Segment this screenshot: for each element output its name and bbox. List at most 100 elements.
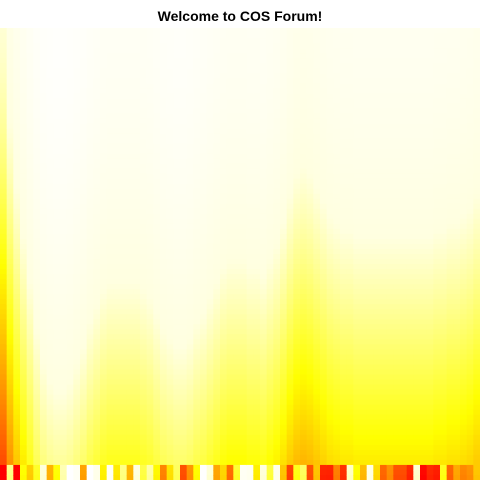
heatmap-cell — [340, 208, 348, 215]
heatmap-cell — [320, 259, 328, 265]
heatmap-cell — [313, 98, 321, 104]
heatmap-cell — [93, 193, 101, 200]
heatmap-cell — [93, 419, 101, 426]
heatmap-cell — [226, 73, 234, 79]
heatmap-cell — [146, 228, 154, 235]
heatmap-cell — [260, 369, 268, 376]
heatmap-cell — [0, 349, 8, 356]
heatmap-cell — [146, 274, 154, 280]
heatmap-cell — [280, 113, 288, 119]
heatmap-cell — [326, 93, 334, 99]
heatmap-cell — [180, 259, 188, 265]
heatmap-cell — [153, 359, 161, 366]
heatmap-cell — [173, 193, 181, 200]
heatmap-cell — [213, 188, 221, 195]
heatmap-cell — [200, 48, 208, 54]
heatmap-cell — [66, 218, 74, 225]
heatmap-cell — [160, 133, 168, 140]
heatmap-cell — [340, 178, 348, 185]
heatmap-cell — [73, 384, 81, 391]
heatmap-cell — [126, 384, 134, 391]
heatmap-cell — [286, 153, 294, 160]
heatmap-cell — [93, 439, 101, 446]
heatmap-cell — [126, 88, 134, 94]
heatmap-cell — [326, 213, 334, 220]
heatmap-cell — [60, 254, 68, 260]
heatmap-cell — [220, 38, 228, 44]
heatmap-cell — [226, 364, 234, 371]
heatmap-cell — [160, 73, 168, 79]
heatmap-cell — [366, 133, 374, 140]
heatmap-cell — [333, 459, 341, 466]
heatmap-cell — [33, 198, 41, 205]
heatmap-cell — [66, 429, 74, 436]
heatmap-cell — [126, 464, 134, 471]
heatmap-cell — [220, 289, 228, 295]
heatmap-cell — [266, 193, 274, 200]
heatmap-cell — [140, 254, 148, 260]
heatmap-cell — [46, 118, 54, 125]
heatmap-cell — [366, 213, 374, 220]
heatmap-cell — [360, 444, 368, 451]
heatmap-cell — [240, 213, 248, 220]
heatmap-cell — [340, 28, 348, 34]
heatmap-cell — [300, 188, 308, 195]
heatmap-cell — [353, 68, 361, 74]
heatmap-cell — [166, 33, 174, 39]
heatmap-cell — [360, 464, 368, 471]
heatmap-cell — [26, 339, 34, 345]
heatmap-cell — [13, 444, 21, 451]
heatmap-cell — [13, 439, 21, 446]
heatmap-cell — [146, 118, 154, 125]
heatmap-cell — [126, 269, 134, 275]
heatmap-cell — [126, 404, 134, 411]
heatmap-cell — [220, 394, 228, 401]
heatmap-cell — [120, 469, 128, 476]
heatmap-cell — [46, 213, 54, 220]
heatmap-cell — [20, 349, 28, 356]
heatmap-cell — [106, 374, 114, 381]
heatmap-cell — [246, 309, 254, 315]
heatmap-cell — [60, 474, 68, 480]
heatmap-cell — [60, 73, 68, 79]
heatmap-cell — [273, 88, 281, 94]
heatmap-cell — [286, 163, 294, 170]
heatmap-cell — [6, 449, 14, 456]
heatmap-cell — [126, 474, 134, 480]
heatmap-cell — [173, 78, 181, 84]
heatmap-cell — [100, 334, 108, 340]
heatmap-cell — [286, 369, 294, 376]
heatmap-cell — [80, 193, 88, 200]
heatmap-cell — [40, 48, 48, 54]
heatmap-cell — [253, 228, 261, 235]
heatmap-cell — [360, 424, 368, 431]
heatmap-cell — [200, 33, 208, 39]
heatmap-cell — [66, 289, 74, 295]
heatmap-cell — [173, 359, 181, 366]
heatmap-cell — [186, 188, 194, 195]
heatmap-cell — [200, 178, 208, 185]
heatmap-cell — [80, 374, 88, 381]
heatmap-cell — [160, 344, 168, 351]
heatmap-cell — [260, 93, 268, 99]
heatmap-cell — [100, 314, 108, 320]
heatmap-cell — [226, 304, 234, 310]
heatmap-cell — [13, 374, 21, 381]
heatmap-cell — [333, 379, 341, 386]
heatmap-cell — [273, 118, 281, 125]
heatmap-cell — [86, 364, 94, 371]
heatmap-cell — [240, 168, 248, 175]
heatmap-cell — [186, 294, 194, 300]
heatmap-cell — [73, 123, 81, 130]
heatmap-cell — [260, 168, 268, 175]
heatmap-cell — [340, 73, 348, 79]
heatmap-cell — [300, 133, 308, 140]
heatmap-cell — [80, 138, 88, 145]
heatmap-cell — [46, 233, 54, 240]
heatmap-cell — [153, 238, 161, 245]
heatmap-cell — [93, 434, 101, 441]
heatmap-cell — [340, 394, 348, 401]
heatmap-cell — [80, 128, 88, 135]
heatmap-cell — [233, 138, 241, 145]
heatmap-cell — [173, 173, 181, 180]
